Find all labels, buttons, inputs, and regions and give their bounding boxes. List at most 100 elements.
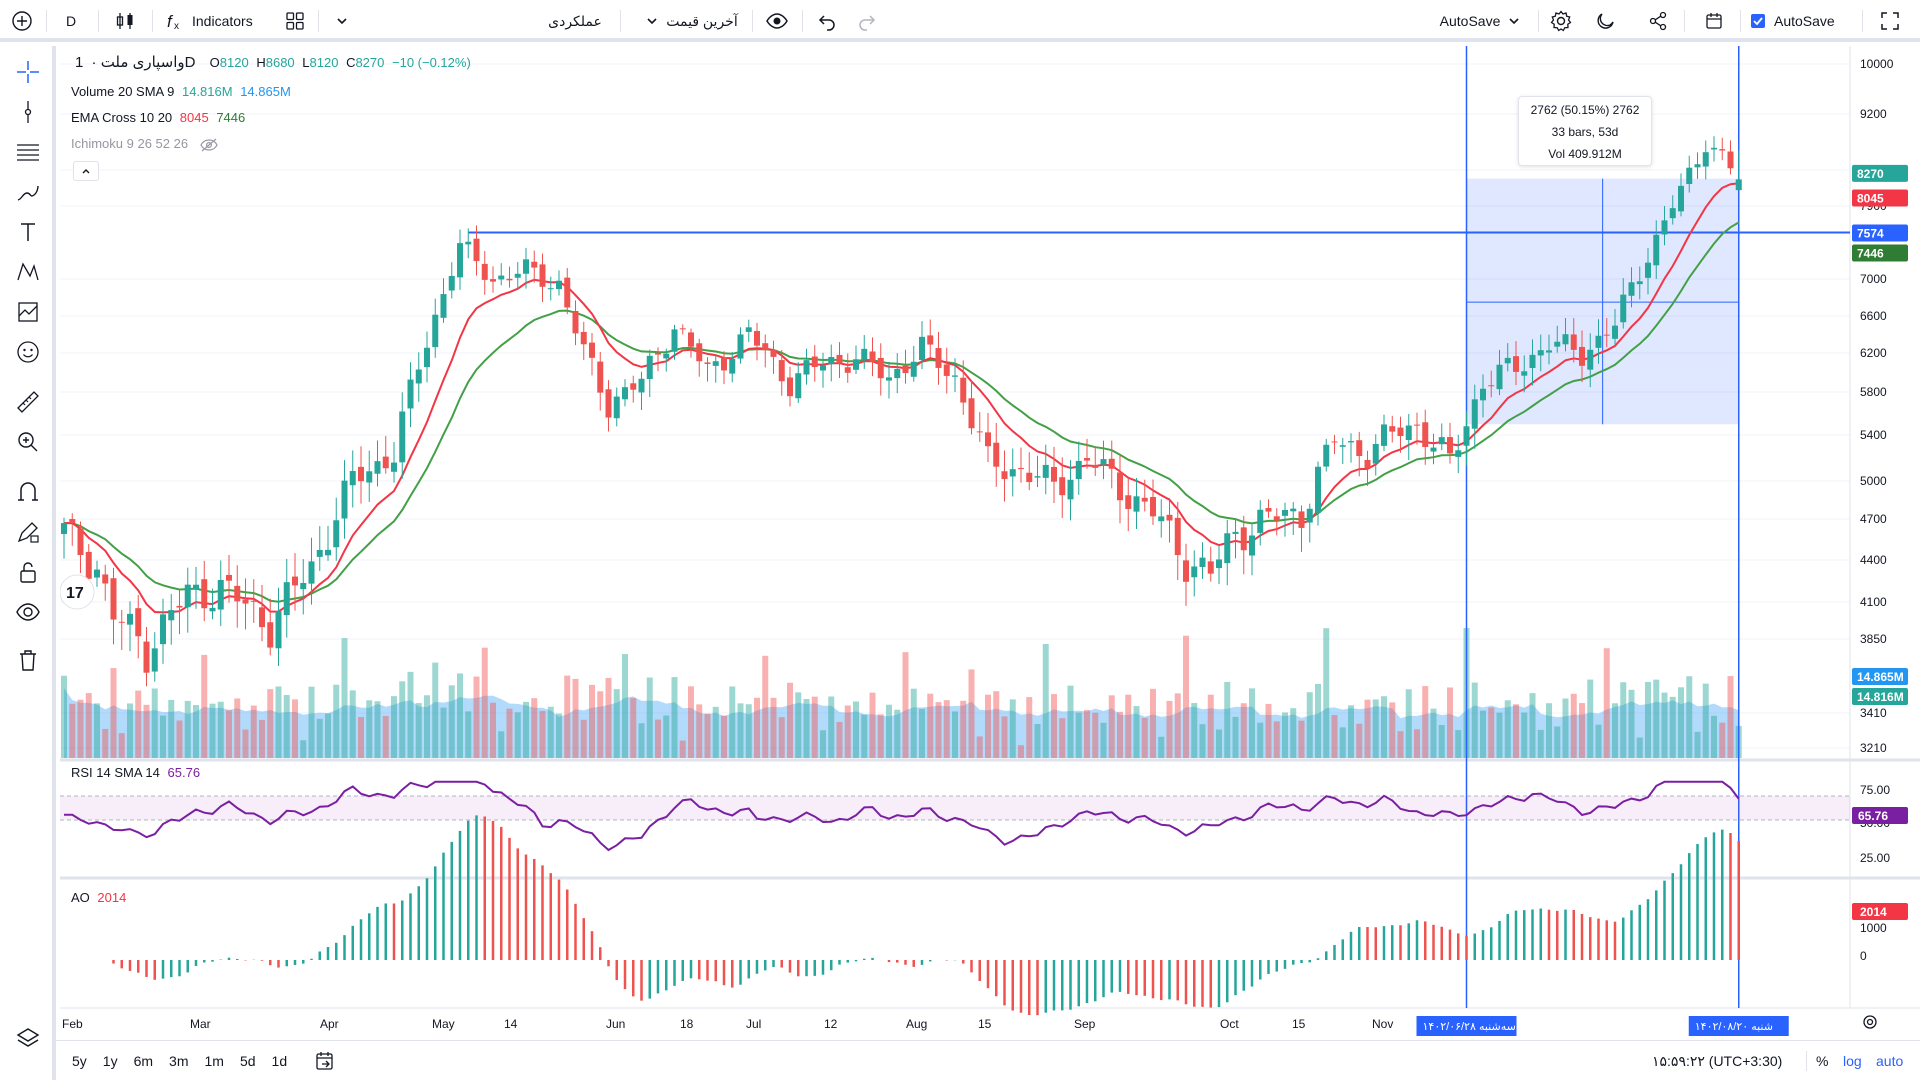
autosave-toggle[interactable]: AutoSave bbox=[1750, 0, 1860, 42]
time-tick-label: Jun bbox=[606, 1017, 625, 1031]
range-3m[interactable]: 3m bbox=[169, 1053, 189, 1069]
volume-bar bbox=[1034, 723, 1041, 758]
range-5d[interactable]: 5d bbox=[239, 1053, 256, 1069]
crosshair-tool[interactable] bbox=[8, 54, 48, 90]
indicators-label: Indicators bbox=[192, 13, 253, 29]
projection-tool[interactable] bbox=[8, 294, 48, 330]
candle-body bbox=[1075, 460, 1082, 480]
chart-type-button[interactable] bbox=[110, 0, 140, 42]
candle-body bbox=[118, 621, 125, 623]
remove-drawings-tool[interactable] bbox=[8, 642, 48, 678]
candle-body bbox=[1711, 147, 1717, 150]
layout-dropdown[interactable] bbox=[332, 0, 352, 42]
fullscreen-button[interactable] bbox=[1870, 0, 1910, 42]
volume-bar bbox=[1183, 635, 1189, 758]
range-1m[interactable]: 1m bbox=[204, 1053, 224, 1069]
price-type-dropdown[interactable]: آخرین قیمت bbox=[632, 0, 752, 42]
eye-off-icon[interactable] bbox=[200, 138, 218, 152]
pattern-tool[interactable] bbox=[8, 254, 48, 290]
candle-body bbox=[1628, 282, 1635, 296]
candle-body bbox=[333, 520, 340, 548]
legend-ichimoku[interactable]: Ichimoku 9 26 52 26 bbox=[71, 136, 218, 152]
volume-bar bbox=[85, 693, 92, 758]
performance-button[interactable]: عملکردی bbox=[548, 12, 602, 29]
volume-bar bbox=[415, 703, 422, 758]
lock-drawing-tool[interactable] bbox=[8, 514, 48, 550]
add-symbol-button[interactable] bbox=[6, 0, 38, 42]
volume-bar bbox=[1711, 715, 1717, 758]
auto-scale-button[interactable]: auto bbox=[1876, 1053, 1904, 1069]
magnet-tool[interactable] bbox=[8, 474, 48, 510]
range-5y[interactable]: 5y bbox=[72, 1053, 87, 1069]
emoji-tool[interactable] bbox=[8, 334, 48, 370]
theme-button[interactable] bbox=[1590, 0, 1622, 42]
text-tool[interactable] bbox=[8, 214, 48, 250]
interval-button[interactable]: D bbox=[65, 13, 77, 29]
legend-rsi[interactable]: RSI 14 SMA 14 65.76 bbox=[71, 765, 200, 780]
volume-bar bbox=[61, 675, 67, 758]
templates-button[interactable] bbox=[280, 0, 310, 42]
volume-bar bbox=[696, 704, 703, 758]
legend-symbol: واسپاری ملت bbox=[100, 54, 185, 71]
lock-all-tool[interactable] bbox=[8, 554, 48, 590]
volume-bar bbox=[1216, 729, 1222, 758]
candle-body bbox=[1183, 560, 1189, 582]
horizontal-lines-icon bbox=[17, 144, 39, 161]
zoom-tool[interactable] bbox=[8, 424, 48, 460]
candle-body bbox=[1018, 468, 1024, 470]
visibility-button[interactable] bbox=[760, 0, 794, 42]
volume-bar bbox=[1026, 697, 1033, 758]
volume-bar bbox=[514, 712, 521, 758]
volume-bar bbox=[308, 686, 315, 758]
volume-bar bbox=[1133, 706, 1140, 758]
undo-button[interactable] bbox=[812, 0, 842, 42]
candle-body bbox=[547, 288, 554, 290]
range-1d[interactable]: 1d bbox=[271, 1053, 288, 1069]
candle-body bbox=[1447, 437, 1453, 454]
candle-body bbox=[737, 334, 744, 359]
legend-ao[interactable]: AO 2014 bbox=[71, 890, 126, 905]
trash-icon bbox=[20, 650, 36, 671]
range-1y[interactable]: 1y bbox=[102, 1053, 118, 1069]
candle-body bbox=[1191, 566, 1198, 578]
collapse-legend-button[interactable] bbox=[73, 161, 99, 181]
redo-button[interactable] bbox=[852, 0, 882, 42]
range-6m[interactable]: 6m bbox=[133, 1053, 154, 1069]
volume-bar bbox=[1018, 745, 1024, 758]
volume-bar bbox=[1587, 679, 1594, 758]
hide-drawings-tool[interactable] bbox=[8, 594, 48, 630]
range-buttons: 5y 1y 6m 3m 1m 5d 1d bbox=[72, 1041, 287, 1081]
projection-icon bbox=[18, 302, 38, 322]
volume-bar bbox=[1438, 725, 1445, 758]
chart-canvas[interactable]: 1000092008400790070006600620058005400500… bbox=[60, 46, 1920, 1040]
legend-volume[interactable]: Volume 20 SMA 9 14.816M 14.865M bbox=[71, 84, 291, 99]
volume-bar bbox=[1051, 694, 1057, 758]
legend-ema[interactable]: EMA Cross 10 20 8045 7446 bbox=[71, 110, 245, 125]
candle-body bbox=[803, 360, 810, 375]
rsi-value: 65.76 bbox=[167, 765, 201, 780]
settings-button[interactable] bbox=[1544, 0, 1578, 42]
candle-body bbox=[77, 528, 84, 556]
legend-l-label: L bbox=[302, 55, 310, 70]
candle-body bbox=[283, 582, 290, 616]
brush-tool[interactable] bbox=[8, 174, 48, 210]
log-scale-button[interactable]: log bbox=[1843, 1053, 1862, 1069]
candle-body bbox=[886, 377, 892, 381]
snapshot-button[interactable] bbox=[1698, 0, 1730, 42]
object-tree-button[interactable] bbox=[8, 1020, 48, 1056]
candle-body bbox=[1612, 325, 1618, 339]
volume-bar bbox=[721, 715, 727, 758]
trendline-tool[interactable] bbox=[8, 94, 48, 130]
goto-date-button[interactable] bbox=[314, 1041, 336, 1081]
share-button[interactable] bbox=[1642, 0, 1674, 42]
candle-body bbox=[630, 383, 637, 390]
lock-icon bbox=[20, 562, 36, 583]
volume-bar bbox=[976, 736, 983, 758]
percent-scale-button[interactable]: % bbox=[1816, 1053, 1829, 1069]
autosave-dropdown[interactable]: AutoSave bbox=[1430, 0, 1530, 42]
candle-body bbox=[836, 354, 843, 364]
measure-tool[interactable] bbox=[8, 384, 48, 420]
volume-bar bbox=[1232, 716, 1239, 758]
fib-tool[interactable] bbox=[8, 134, 48, 170]
